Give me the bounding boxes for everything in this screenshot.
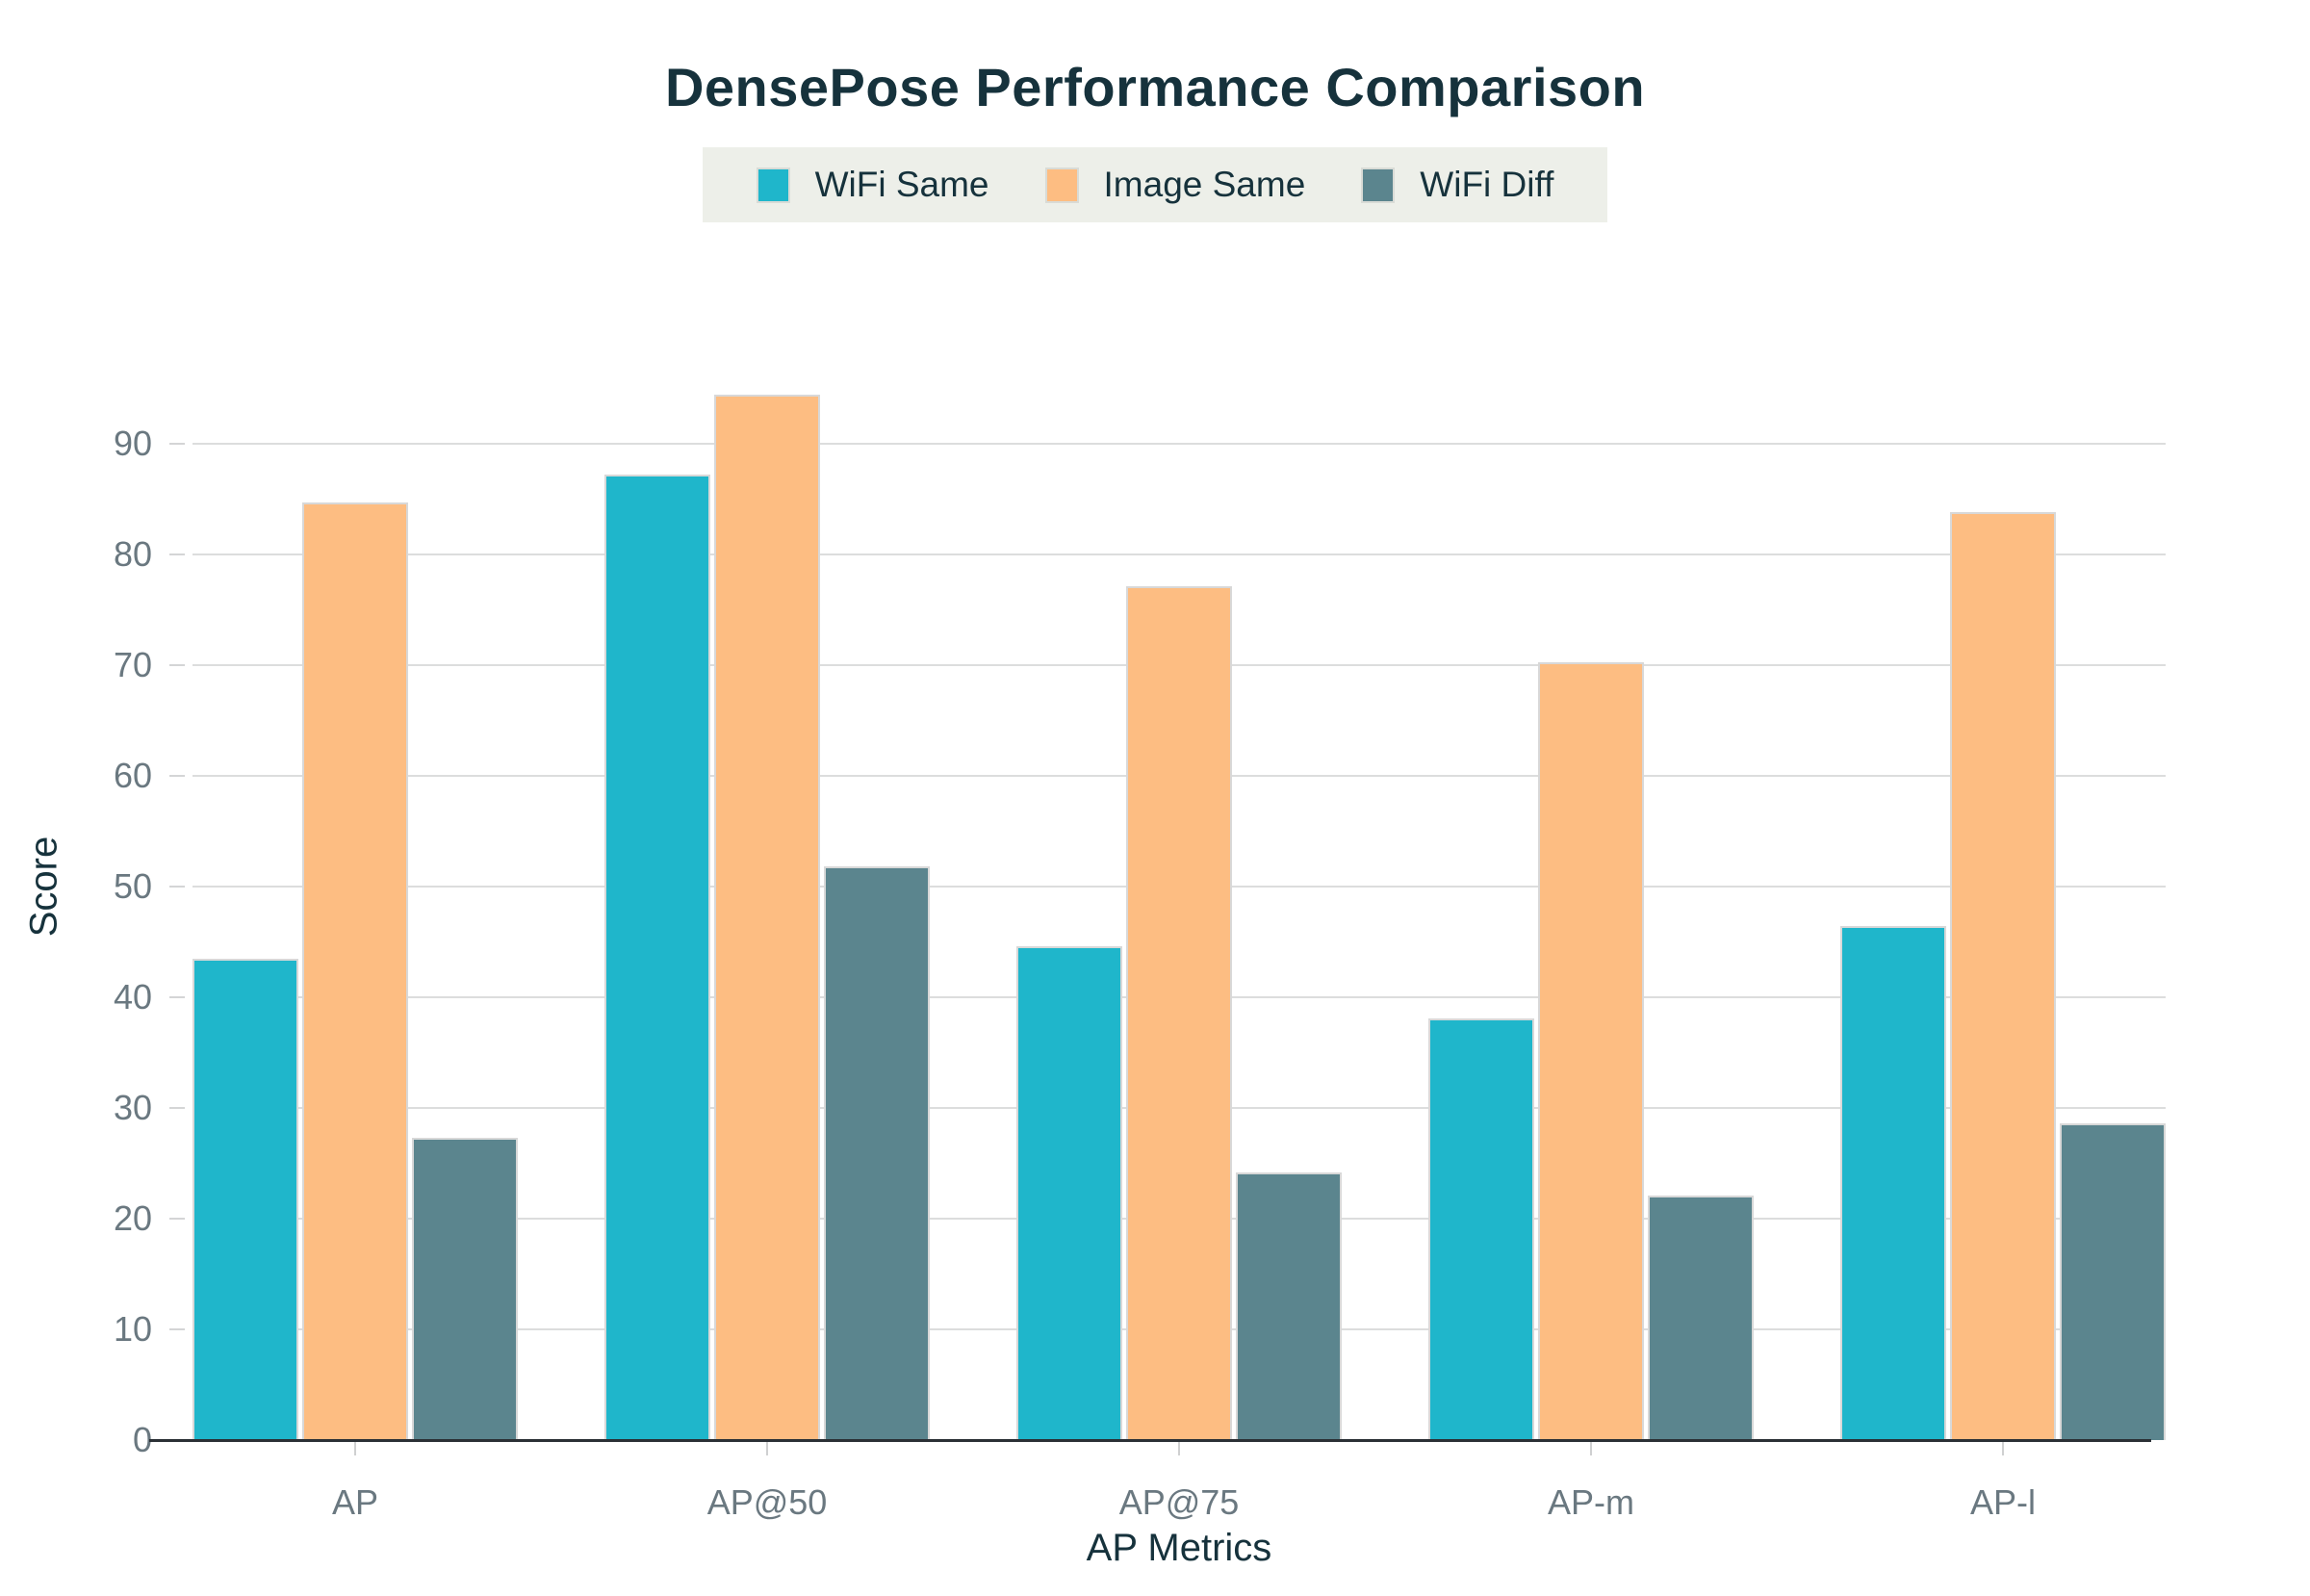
bar-image-same-AP@75[interactable] [1126, 586, 1232, 1440]
legend-label: WiFi Same [814, 165, 989, 204]
chart-area: 0 10 20 30 40 50 60 70 80 90 AP AP@50 AP@75 AP-m AP-l… [0, 56, 2310, 1596]
x-tick-label-AP: AP [331, 1482, 379, 1522]
y-axis-title: Score [22, 836, 65, 938]
legend-label: WiFi Diff [1420, 165, 1554, 204]
bar-image-same-AP[interactable] [302, 502, 408, 1440]
bar-group-AP@50: AP@50 [604, 333, 930, 1522]
bar-wifi-same-AP@75[interactable] [1016, 946, 1122, 1440]
plot-area: 0 10 20 30 40 50 60 70 80 90 AP AP@50 AP@75 AP-m AP-l [114, 333, 2166, 1522]
y-tick-label-90: 90 [113, 424, 152, 463]
bar-group-AP@75: AP@75 [1016, 333, 1342, 1522]
legend-label: Image Same [1103, 165, 1306, 204]
bar-wifi-same-AP@50[interactable] [604, 475, 710, 1440]
y-tick-label-20: 20 [113, 1198, 152, 1238]
x-tick-mark-AP [354, 1440, 356, 1455]
bar-wifi-same-AP-m[interactable] [1428, 1017, 1534, 1440]
x-tick-mark-AP-m [1590, 1440, 1592, 1455]
y-tick-mark-40 [169, 996, 185, 998]
gridline-90 [192, 443, 2166, 445]
x-tick-label-AP-l: AP-l [1969, 1482, 2036, 1522]
bar-image-same-AP-l[interactable] [1950, 512, 2056, 1440]
legend-item-image-same[interactable]: Image Same [1044, 165, 1306, 205]
x-axis-title: AP Metrics [1086, 1527, 1272, 1569]
legend-color-swatch [1044, 167, 1079, 203]
bar-wifi-diff-AP@50[interactable] [824, 866, 930, 1440]
legend-item-wifi-diff[interactable]: WiFi Diff [1361, 165, 1553, 205]
bar-wifi-diff-AP-m[interactable] [1648, 1195, 1754, 1440]
bar-group-AP: AP [192, 333, 518, 1522]
y-tick-label-10: 10 [113, 1309, 152, 1349]
bar-groups: AP AP@50 AP@75 AP-m AP-l [192, 333, 2166, 1522]
y-tick-mark-70 [169, 664, 185, 666]
bar-image-same-AP-m[interactable] [1538, 661, 1644, 1440]
bar-group-AP-l: AP-l [1840, 333, 2166, 1522]
y-tick-label-60: 60 [113, 756, 152, 795]
chart-title: DensePose Performance Comparison [664, 57, 1646, 117]
legend-item-wifi-same[interactable]: WiFi Same [756, 165, 989, 205]
bar-wifi-diff-AP-l[interactable] [2060, 1123, 2166, 1440]
y-tick-mark-10 [169, 1328, 185, 1330]
x-tick-label-AP-m: AP-m [1548, 1482, 1634, 1522]
legend-color-swatch [756, 167, 790, 203]
y-tick-mark-90 [169, 443, 185, 445]
legend-color-swatch [1361, 167, 1396, 203]
bar-wifi-diff-AP@75[interactable] [1236, 1171, 1342, 1440]
y-tick-mark-60 [169, 775, 185, 777]
y-tick-label-0: 0 [132, 1420, 152, 1459]
x-tick-label-AP@75: AP@75 [1118, 1482, 1240, 1522]
x-axis-line [149, 1439, 2151, 1442]
y-tick-mark-50 [169, 886, 185, 888]
y-tick-label-50: 50 [113, 866, 152, 906]
bar-wifi-diff-AP[interactable] [412, 1138, 518, 1440]
y-tick-mark-80 [169, 553, 185, 555]
y-tick-mark-20 [169, 1218, 185, 1220]
y-tick-label-30: 30 [113, 1088, 152, 1127]
bar-wifi-same-AP[interactable] [192, 958, 298, 1440]
legend: WiFi Same Image Same WiFi Diff [702, 147, 1608, 222]
bar-wifi-same-AP-l[interactable] [1840, 926, 1946, 1440]
y-tick-mark-30 [169, 1107, 185, 1109]
bar-image-same-AP@50[interactable] [714, 395, 820, 1440]
x-tick-mark-AP-l [2002, 1440, 2004, 1455]
x-tick-mark-AP@50 [766, 1440, 768, 1455]
y-tick-label-70: 70 [113, 645, 152, 684]
bar-group-AP-m: AP-m [1428, 333, 1754, 1522]
y-tick-label-80: 80 [113, 534, 152, 574]
x-tick-label-AP@50: AP@50 [706, 1482, 828, 1522]
x-tick-mark-AP@75 [1178, 1440, 1180, 1455]
gridline-80 [192, 553, 2166, 555]
y-tick-label-40: 40 [113, 977, 152, 1017]
